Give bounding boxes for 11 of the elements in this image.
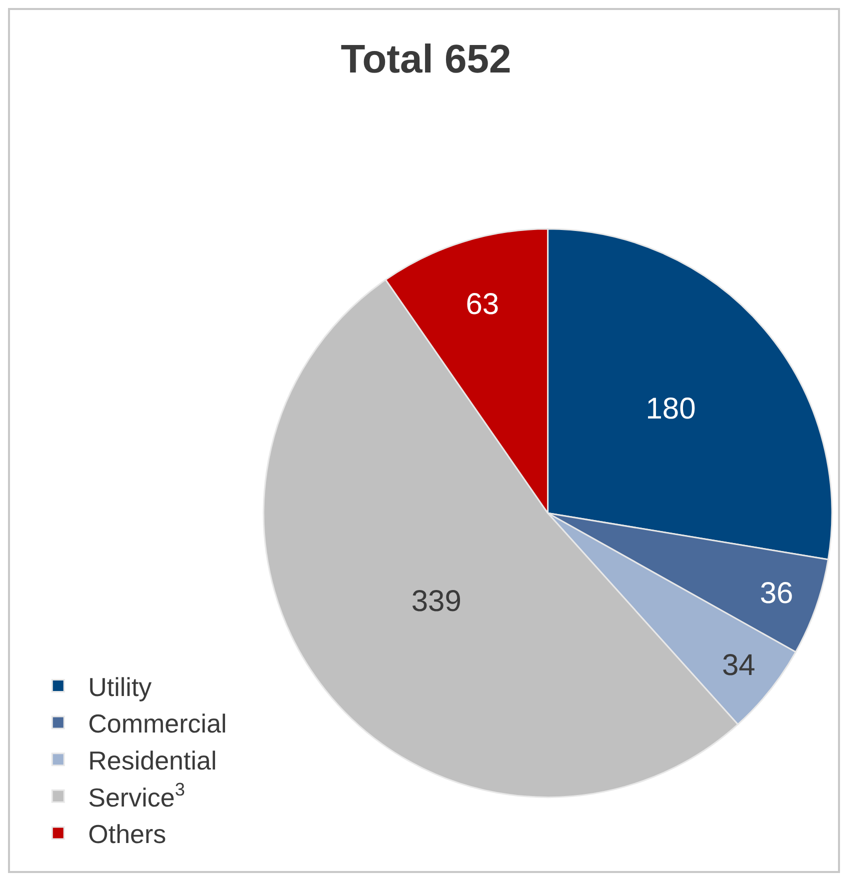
data-label: 63 [466, 288, 500, 321]
data-label: 34 [722, 649, 756, 682]
legend-label: Service$^{3}$ [88, 779, 185, 812]
data-label: 339 [411, 584, 462, 618]
legend-label: Residential [88, 745, 217, 776]
chart-title: Total 652 [340, 38, 512, 82]
legend-label: Utility [88, 672, 152, 702]
legend-label: Commercial [88, 708, 227, 739]
data-label: 180 [646, 392, 696, 426]
data-label: 36 [760, 576, 794, 610]
legend-label: Others [88, 819, 166, 850]
